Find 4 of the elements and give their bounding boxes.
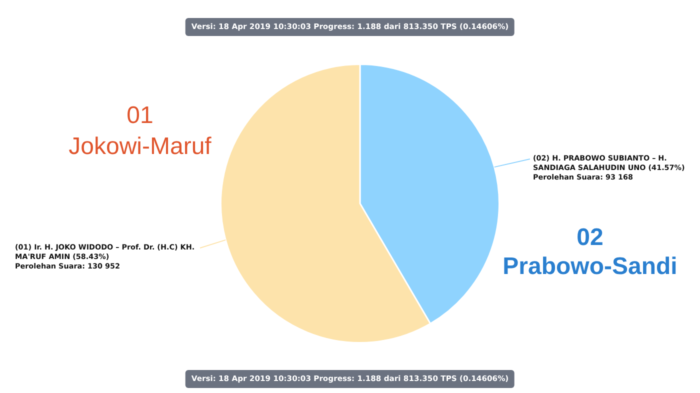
text: 01 xyxy=(126,102,154,130)
text: Prabowo-Sandi xyxy=(502,253,678,281)
text: Jokowi-Maruf xyxy=(68,133,212,161)
text: 02 xyxy=(576,224,604,252)
